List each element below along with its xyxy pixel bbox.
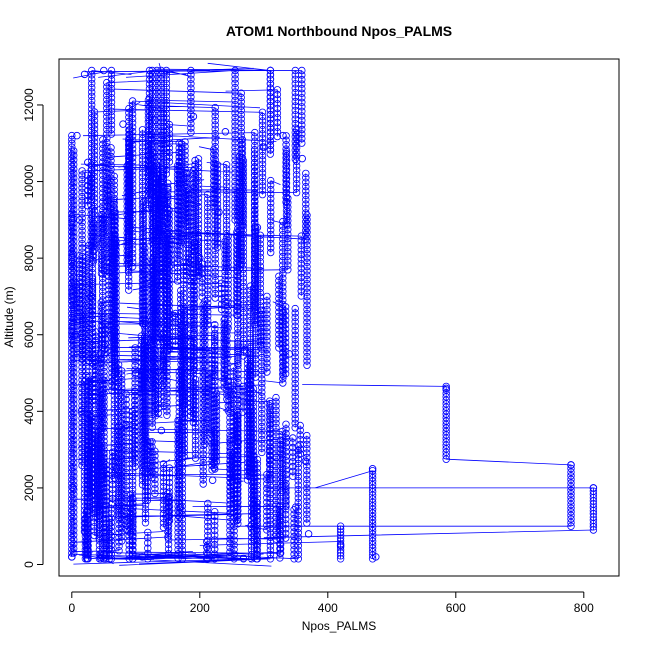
y-tick-label: 8000 [22, 244, 36, 271]
data-point [90, 445, 98, 454]
data-point [189, 112, 198, 121]
data-point [71, 330, 79, 339]
data-point [119, 120, 127, 128]
data-point [372, 553, 380, 561]
x-tick-label: 600 [446, 601, 466, 615]
data-point [138, 553, 146, 561]
data-point [298, 154, 306, 163]
data-point [106, 330, 114, 339]
data-point [125, 196, 134, 205]
data-point [151, 116, 159, 125]
data-point [87, 292, 95, 301]
data-point [247, 522, 255, 530]
x-tick-label: 0 [68, 601, 75, 615]
data-point [301, 457, 310, 465]
data-point [176, 503, 185, 511]
data-point [221, 128, 230, 136]
data-point [100, 66, 108, 75]
y-axis-label: Altitude (m) [2, 286, 16, 347]
data-point [196, 254, 204, 262]
y-tick-label: 12000 [22, 88, 36, 122]
data-point [170, 311, 178, 320]
chart-title: ATOM1 Northbound Npos_PALMS [226, 23, 452, 39]
data-point [253, 223, 262, 232]
data-point [285, 350, 294, 358]
data-point [208, 476, 217, 485]
data-point [336, 541, 345, 550]
data-point [442, 384, 450, 393]
y-tick-label: 6000 [22, 321, 36, 348]
data-point [183, 170, 191, 178]
x-axis-label: Npos_PALMS [302, 619, 376, 633]
data-point [77, 407, 86, 416]
data-point [68, 553, 76, 561]
data-point [69, 484, 77, 492]
y-tick-label: 10000 [22, 165, 36, 199]
data-point [240, 346, 249, 354]
data-point [112, 465, 121, 473]
data-point [260, 143, 268, 151]
data-point [215, 208, 223, 216]
data-point [292, 503, 300, 511]
y-tick-label: 4000 [22, 398, 36, 425]
data-point [368, 465, 377, 473]
data-point [266, 399, 274, 408]
y-tick-label: 2000 [22, 474, 36, 501]
data-cloud [68, 62, 598, 567]
data-point [93, 235, 102, 243]
data-point [164, 185, 172, 193]
data-point [157, 426, 166, 435]
data-point [75, 216, 84, 224]
y-tick-label: 0 [22, 561, 36, 568]
plot-area [58, 58, 620, 577]
data-point [234, 438, 242, 446]
x-tick-label: 800 [574, 601, 594, 615]
data-point [304, 530, 313, 538]
data-point [567, 461, 575, 469]
data-point [589, 484, 598, 492]
data-point [144, 273, 153, 282]
data-point [132, 369, 140, 377]
data-point [80, 70, 89, 79]
x-tick-label: 200 [190, 601, 210, 615]
data-point [272, 453, 281, 462]
data-point [202, 388, 210, 396]
x-axis: 0 200 400 600 800 [68, 591, 594, 615]
x-tick-label: 400 [318, 601, 338, 615]
data-point [73, 131, 81, 140]
data-point [279, 131, 287, 140]
data-point [228, 300, 236, 308]
data-point [84, 158, 92, 167]
y-axis: 0 2000 4000 6000 8000 10000 12000 [22, 88, 44, 568]
series-markers [68, 66, 598, 563]
